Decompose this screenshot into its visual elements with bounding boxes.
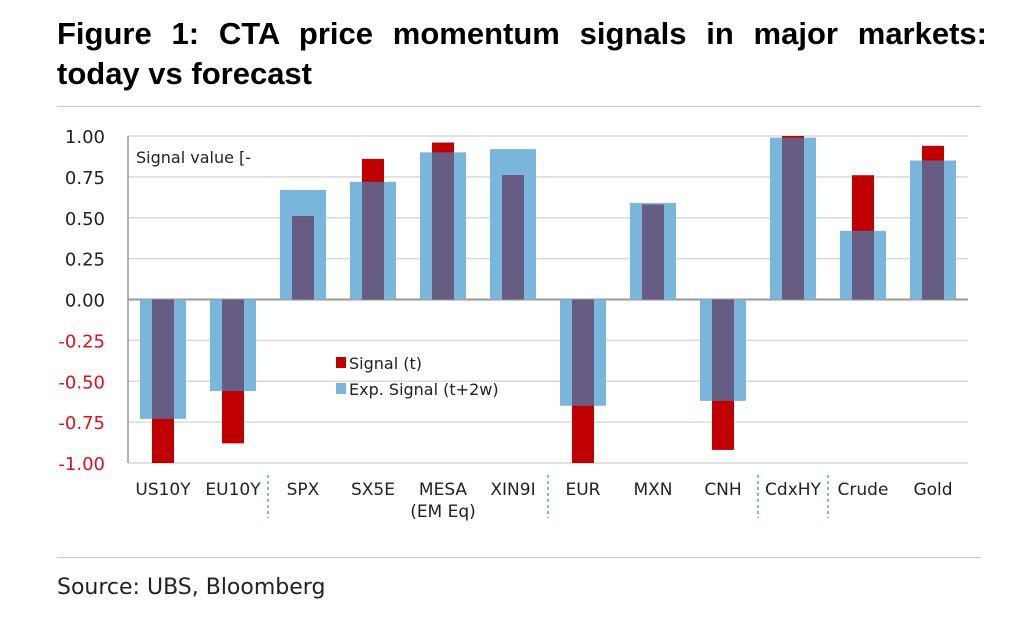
y-tick-label: 0.75: [65, 168, 105, 189]
overlap-bar: [922, 160, 944, 300]
y-tick-label: -0.50: [58, 372, 105, 393]
overlap-bar: [432, 152, 454, 300]
y-tick-label: 1.00: [65, 127, 105, 148]
overlap-bar: [362, 181, 384, 300]
x-tick-label: US10Y: [135, 480, 191, 500]
x-tick-label: (EM Eq): [410, 502, 476, 522]
y-tick-label: -1.00: [58, 454, 105, 475]
y-tick-label: -0.25: [58, 331, 105, 352]
x-tick-label: SX5E: [351, 480, 395, 500]
legend-label: Signal (t): [349, 354, 422, 373]
bottom-rule: [57, 557, 981, 558]
overlap-bar: [222, 299, 244, 392]
overlap-bar: [152, 299, 174, 419]
overlap-bar: [712, 299, 734, 401]
bar-chart: 1.00 0.75 0.50 0.25 0.00 -0.25 -0.50 -0.75 -1.00…: [58, 127, 968, 522]
x-tick-label: XIN9I: [490, 480, 535, 500]
x-tick-label: EUR: [566, 480, 601, 500]
y-tick-label: 0.00: [65, 291, 105, 312]
x-tick-label: Crude: [838, 480, 889, 500]
x-tick-label: EU10Y: [205, 480, 261, 500]
x-tick-label: Gold: [913, 480, 952, 500]
overlap-bar: [852, 230, 874, 300]
legend-swatch: [336, 357, 346, 368]
x-tick-label: MXN: [633, 480, 672, 500]
x-tick-label: CNH: [704, 480, 741, 500]
overlap-bar: [642, 204, 664, 300]
y-tick-label: -0.75: [58, 413, 105, 434]
source-note: Source: UBS, Bloomberg: [57, 575, 326, 600]
figure-title: Figure 1: CTA price momentum signals in …: [57, 16, 987, 91]
overlap-bar: [292, 216, 314, 300]
y-tick-label: 0.25: [65, 250, 105, 271]
overlap-bar: [502, 175, 524, 300]
y-tick-label: 0.50: [65, 209, 105, 230]
x-tick-label: SPX: [287, 480, 320, 500]
y-axis-label: Signal value [-: [136, 148, 251, 167]
legend-label: Exp. Signal (t+2w): [349, 380, 499, 399]
x-tick-label: MESA: [419, 480, 468, 500]
overlap-bar: [572, 299, 594, 406]
overlap-bar: [782, 137, 804, 300]
x-tick-label: CdxHY: [765, 480, 822, 500]
legend-swatch: [336, 383, 346, 394]
top-rule: [57, 106, 981, 107]
